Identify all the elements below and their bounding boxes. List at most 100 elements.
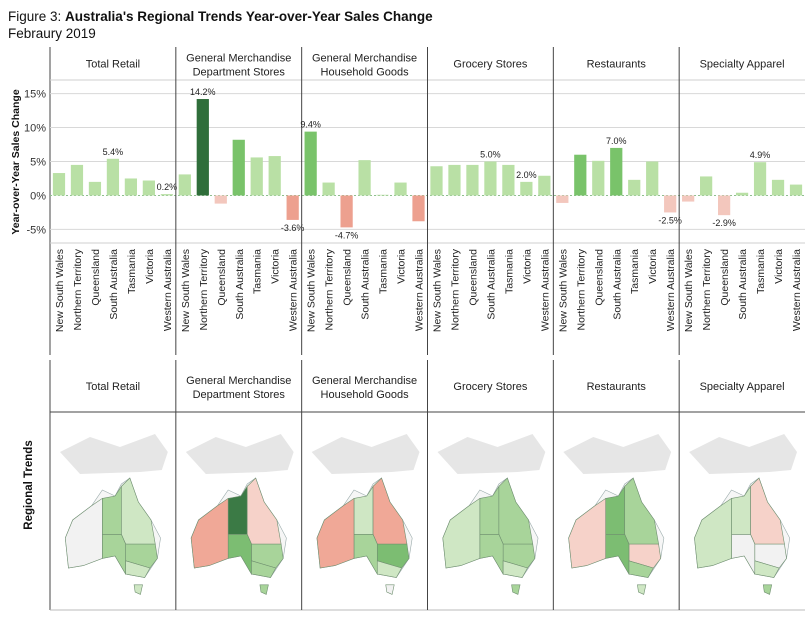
- x-tick-label: New South Wales: [431, 249, 443, 332]
- x-tick-label: Western Australia: [414, 249, 426, 331]
- chart-canvas: -5%0%5%10%15%Year-over-Year Sales Change…: [0, 0, 812, 623]
- x-tick-label: Queensland: [90, 249, 102, 306]
- map-islands: [312, 434, 420, 474]
- panel-header: Total Retail: [86, 59, 140, 71]
- bar-6-1: [682, 195, 694, 201]
- map-state-qld: [499, 478, 533, 544]
- map-state-tas: [260, 585, 268, 595]
- panel-header: General Merchandise: [186, 53, 291, 65]
- data-label: -4.7%: [335, 230, 359, 240]
- map-panel-header: Department Stores: [193, 389, 286, 401]
- x-tick-label: South Australia: [611, 249, 623, 320]
- x-tick-label: Queensland: [593, 249, 605, 306]
- bar-3-4: [358, 160, 370, 195]
- map-state-qld: [751, 478, 785, 544]
- bar-2-2: [197, 99, 209, 195]
- map-islands: [438, 434, 546, 474]
- x-tick-label: Northern Territory: [701, 248, 713, 330]
- panel-header: Restaurants: [587, 59, 647, 71]
- map-state-sa: [228, 534, 251, 574]
- map-state-wa: [191, 498, 228, 568]
- x-tick-label: Western Australia: [665, 249, 677, 331]
- bar-3-5: [376, 195, 388, 196]
- x-tick-label: Northern Territory: [198, 248, 210, 330]
- map-state-sa: [480, 534, 503, 574]
- bar-5-2: [574, 155, 586, 196]
- x-tick-label: Tasmania: [252, 249, 264, 294]
- panel-header: Department Stores: [193, 67, 286, 79]
- map-islands: [689, 434, 797, 474]
- panel-header: General Merchandise: [312, 53, 417, 65]
- x-tick-label: Western Australia: [791, 249, 803, 331]
- bar-3-2: [323, 183, 335, 196]
- map-state-wa: [317, 498, 354, 568]
- bar-3-1: [305, 132, 317, 196]
- y-tick-label: 5%: [30, 157, 46, 169]
- x-tick-label: Queensland: [467, 249, 479, 306]
- bar-1-2: [71, 165, 83, 196]
- map-panel-header: Total Retail: [86, 381, 140, 393]
- bar-4-1: [430, 166, 442, 195]
- bar-4-5: [502, 165, 514, 196]
- map-state-tas: [386, 585, 394, 595]
- bar-1-5: [125, 178, 137, 195]
- x-tick-label: Victoria: [144, 249, 156, 284]
- x-tick-label: South Australia: [360, 249, 372, 320]
- data-label: -3.6%: [281, 223, 305, 233]
- x-tick-label: New South Wales: [180, 249, 192, 332]
- x-tick-label: New South Wales: [557, 249, 569, 332]
- bar-6-4: [736, 193, 748, 196]
- bar-2-3: [215, 195, 227, 203]
- map-panel-header: Specialty Apparel: [700, 381, 785, 393]
- x-tick-label: Northern Territory: [72, 248, 84, 330]
- map-islands: [563, 434, 671, 474]
- bar-2-4: [233, 140, 245, 196]
- map-state-tas: [637, 585, 645, 595]
- bar-5-5: [628, 180, 640, 196]
- x-tick-label: Queensland: [719, 249, 731, 306]
- map-state-wa: [569, 498, 606, 568]
- bar-5-7: [664, 195, 676, 212]
- x-tick-label: Western Australia: [288, 249, 300, 331]
- data-label: -2.9%: [712, 218, 736, 228]
- map-islands: [186, 434, 294, 474]
- bar-2-1: [179, 174, 191, 195]
- data-label: 5.0%: [480, 150, 501, 160]
- data-label: 7.0%: [606, 136, 627, 146]
- bar-1-3: [89, 182, 101, 196]
- bar-4-4: [484, 162, 496, 196]
- bar-5-6: [646, 162, 658, 196]
- bar-3-6: [394, 183, 406, 196]
- x-tick-label: Tasmania: [126, 249, 138, 294]
- bar-6-5: [754, 162, 766, 195]
- x-tick-label: Queensland: [342, 249, 354, 306]
- x-tick-label: Victoria: [521, 249, 533, 284]
- map-state-tas: [512, 585, 520, 595]
- x-tick-label: Tasmania: [378, 249, 390, 294]
- map-state-tas: [134, 585, 142, 595]
- bar-3-3: [340, 195, 352, 227]
- x-tick-label: Northern Territory: [449, 248, 461, 330]
- x-tick-label: Victoria: [270, 249, 282, 284]
- map-panel-header: Restaurants: [587, 381, 647, 393]
- map-state-sa: [606, 534, 629, 574]
- bar-2-7: [287, 195, 299, 219]
- map-state-qld: [625, 478, 659, 544]
- data-label: 9.4%: [300, 120, 321, 130]
- map-islands: [60, 434, 168, 474]
- bar-1-6: [143, 181, 155, 196]
- y-tick-label: 0%: [30, 190, 46, 202]
- x-tick-label: Victoria: [647, 249, 659, 284]
- bar-4-3: [466, 165, 478, 196]
- bar-3-7: [412, 195, 424, 221]
- y-tick-label: 15%: [24, 89, 46, 101]
- x-tick-label: New South Wales: [54, 249, 66, 332]
- map-state-wa: [65, 498, 102, 568]
- map-state-sa: [102, 534, 125, 574]
- bar-6-6: [772, 180, 784, 196]
- data-label: 0.2%: [157, 182, 178, 192]
- bar-4-6: [520, 182, 532, 196]
- x-tick-label: New South Wales: [683, 249, 695, 332]
- x-tick-label: South Australia: [485, 249, 497, 320]
- bar-1-7: [161, 194, 173, 195]
